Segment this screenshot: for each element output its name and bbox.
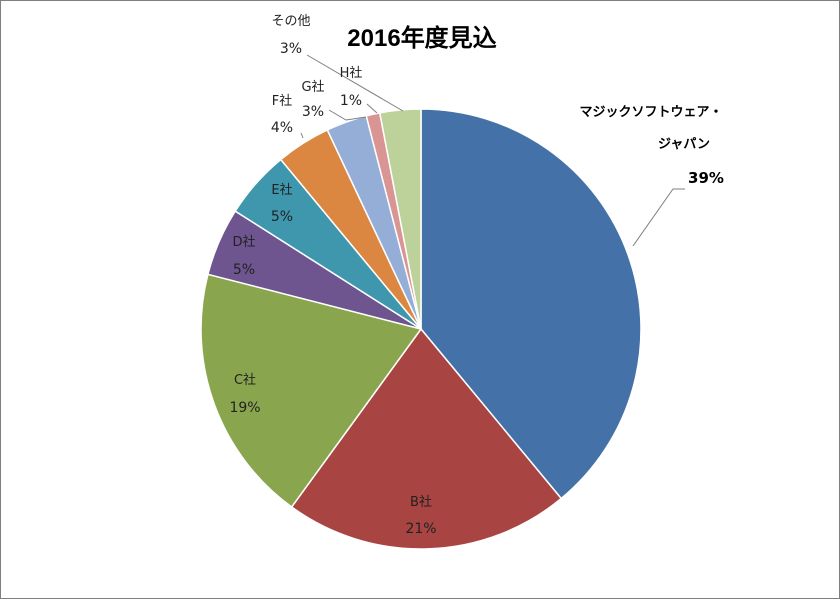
slice-label-5: E社 <box>271 182 292 198</box>
leader-line-6 <box>300 132 304 139</box>
chart-title: 2016年度見込 <box>347 24 496 52</box>
pie-slice-1 <box>420 108 642 500</box>
slice-percent-7: 3% <box>302 104 324 120</box>
slice-percent-3: 19% <box>229 400 260 416</box>
slice-percent-9: 3% <box>280 41 302 57</box>
slice-percent-6: 4% <box>271 120 293 136</box>
slice-percent-4: 5% <box>233 262 255 278</box>
slice-percent-5: 5% <box>271 209 293 225</box>
slice-percent-1: 39% <box>688 169 724 187</box>
leader-line-8 <box>366 103 378 114</box>
pie-slice-3 <box>200 273 423 509</box>
slice-percent-2: 21% <box>405 521 436 537</box>
slice-percent-8: 1% <box>340 93 362 109</box>
slice-label-1-line-1: マジックソフトウェア・ <box>579 105 722 120</box>
leader-line-7 <box>328 109 367 121</box>
slice-label-7: G社 <box>301 79 324 95</box>
leader-line-1 <box>632 188 685 247</box>
slice-label-3: C社 <box>234 372 256 388</box>
leader-line-9 <box>306 54 404 112</box>
slice-label-2: B社 <box>410 494 432 510</box>
pie-slice-2 <box>290 327 563 550</box>
slice-label-4: D社 <box>232 234 255 250</box>
slice-label-8: H社 <box>340 65 363 81</box>
slice-label-1-line-2: ジャパン <box>658 137 710 152</box>
slice-label-6: F社 <box>272 93 292 109</box>
slice-label-9: その他 <box>271 14 310 29</box>
